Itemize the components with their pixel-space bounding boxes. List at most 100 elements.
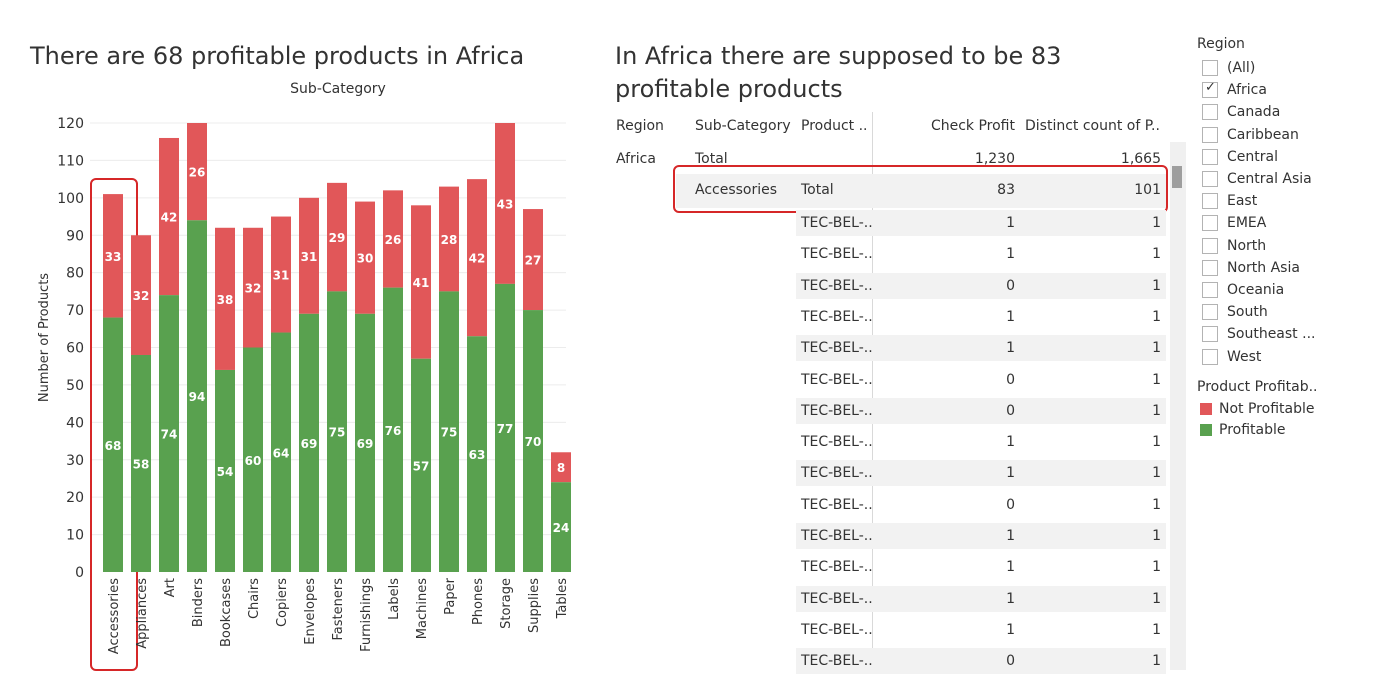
check-profit-cell: 1 <box>1006 559 1015 576</box>
checkbox[interactable] <box>1202 148 1218 165</box>
region-filter-item[interactable]: Caribbean <box>1202 125 1299 145</box>
region-filter-item[interactable]: Africa <box>1202 80 1267 100</box>
data-label-profitable: 68 <box>105 439 122 453</box>
accessories-row-check-profit: 83 <box>997 182 1015 198</box>
bar-profitable <box>103 317 123 572</box>
header-distinct-count[interactable]: Distinct count of P.. <box>1025 118 1160 134</box>
checkbox[interactable] <box>1202 326 1218 343</box>
region-filter-item[interactable]: North <box>1202 236 1266 256</box>
region-filter-item[interactable]: East <box>1202 191 1257 211</box>
region-filter-item[interactable]: West <box>1202 347 1261 367</box>
x-tick-label: Envelopes <box>303 578 318 645</box>
region-filter-item[interactable]: Central <box>1202 147 1278 167</box>
checkbox[interactable] <box>1202 237 1218 254</box>
data-label-profitable: 94 <box>189 390 206 404</box>
data-label-not-profitable: 33 <box>105 250 122 264</box>
bar-not-profitable <box>243 227 263 348</box>
region-filter-item[interactable]: North Asia <box>1202 258 1300 278</box>
checkbox[interactable] <box>1202 282 1218 298</box>
row-stripe <box>796 335 1166 362</box>
checkbox[interactable] <box>1202 304 1218 321</box>
y-tick-label: 90 <box>66 228 84 244</box>
color-legend-item[interactable]: Not Profitable <box>1200 399 1314 419</box>
accessories-row-product: Total <box>801 182 834 198</box>
distinct-count-cell: 1 <box>1152 277 1161 294</box>
header-check-profit[interactable]: Check Profit <box>930 118 1015 134</box>
region-filter-item[interactable]: (All) <box>1202 58 1255 78</box>
checkbox[interactable] <box>1202 126 1218 143</box>
check-profit-cell: 1 <box>1006 215 1015 231</box>
accessories-row-bg <box>676 174 1166 208</box>
row-stripe <box>796 210 1166 236</box>
header-region[interactable]: Region <box>616 118 664 134</box>
distinct-count-cell: 1 <box>1152 559 1161 576</box>
checkbox[interactable] <box>1202 171 1218 187</box>
color-legend-item[interactable]: Profitable <box>1200 420 1286 440</box>
row-stripe <box>796 460 1166 487</box>
product-id-cell: TEC-BEL-.. <box>801 246 873 263</box>
bar-profitable <box>411 358 431 572</box>
row-stripe <box>796 648 1166 675</box>
bar-profitable <box>215 369 235 572</box>
product-id-cell: TEC-BEL-.. <box>801 215 873 231</box>
data-label-not-profitable: 42 <box>161 211 178 225</box>
x-tick-label: Binders <box>191 578 206 627</box>
data-label-not-profitable: 8 <box>557 461 565 475</box>
x-tick-label: Accessories <box>107 578 122 654</box>
checkbox[interactable] <box>1202 104 1218 121</box>
bar-not-profitable <box>103 194 123 318</box>
region-value: Africa <box>616 151 656 167</box>
checkbox[interactable] <box>1202 80 1218 99</box>
distinct-count-cell: 1 <box>1152 371 1161 388</box>
region-filter-label: Central <box>1227 148 1278 165</box>
data-label-not-profitable: 31 <box>273 269 290 283</box>
checkbox[interactable] <box>1202 348 1218 365</box>
data-label-profitable: 75 <box>441 426 458 440</box>
bar-not-profitable <box>439 186 459 292</box>
region-filter-label: (All) <box>1227 60 1256 76</box>
product-id-cell: TEC-BEL-.. <box>801 590 873 607</box>
product-id-cell: TEC-BEL-.. <box>801 528 873 544</box>
distinct-count-cell: 1 <box>1152 528 1161 544</box>
data-label-not-profitable: 30 <box>357 252 374 266</box>
region-filter-item[interactable]: Oceania <box>1202 280 1284 300</box>
region-filter-item[interactable]: Central Asia <box>1202 169 1312 189</box>
header-product[interactable]: Product .. <box>801 118 868 134</box>
x-tick-label: Chairs <box>247 578 262 619</box>
region-filter-item[interactable]: EMEA <box>1202 213 1266 233</box>
data-label-not-profitable: 26 <box>189 166 206 180</box>
bar-not-profitable <box>523 209 543 311</box>
bar-profitable <box>327 291 347 572</box>
right-table-title: In Africa there are supposed to be 83 pr… <box>615 42 1062 103</box>
x-tick-label: Furnishings <box>359 578 374 652</box>
scrollbar-thumb[interactable] <box>1172 166 1182 188</box>
checkbox[interactable] <box>1202 259 1218 276</box>
region-filter-label: North <box>1227 237 1267 254</box>
data-label-not-profitable: 28 <box>441 233 458 247</box>
region-filter-title: Region <box>1197 36 1245 52</box>
checkbox[interactable] <box>1202 215 1218 232</box>
checkbox[interactable] <box>1202 60 1218 76</box>
data-label-not-profitable: 43 <box>497 197 514 211</box>
region-filter-item[interactable]: Southeast ... <box>1202 324 1315 344</box>
distinct-count-cell: 1 <box>1152 434 1161 451</box>
check-profit-cell: 1 <box>1006 465 1015 482</box>
color-legend-title: Product Profitab.. <box>1197 379 1318 395</box>
bar-profitable <box>271 332 291 572</box>
x-tick-label: Copiers <box>275 578 290 627</box>
bar-profitable <box>383 287 403 572</box>
data-label-profitable: 76 <box>385 424 402 438</box>
region-filter-item[interactable]: Canada <box>1202 102 1280 122</box>
product-id-cell: TEC-BEL-.. <box>801 621 873 638</box>
check-profit-cell: 1 <box>1006 308 1015 325</box>
scrollbar-track[interactable] <box>1170 142 1186 670</box>
bar-not-profitable <box>271 216 291 333</box>
color-legend-label: Profitable <box>1219 422 1286 438</box>
checkbox[interactable] <box>1202 193 1218 210</box>
region-filter-item[interactable]: South <box>1202 302 1268 322</box>
y-tick-label: 60 <box>66 341 84 357</box>
header-subcategory[interactable]: Sub-Category <box>695 118 791 134</box>
region-filter-label: EMEA <box>1227 215 1267 232</box>
bar-profitable <box>159 295 179 572</box>
bar-not-profitable <box>355 201 375 314</box>
